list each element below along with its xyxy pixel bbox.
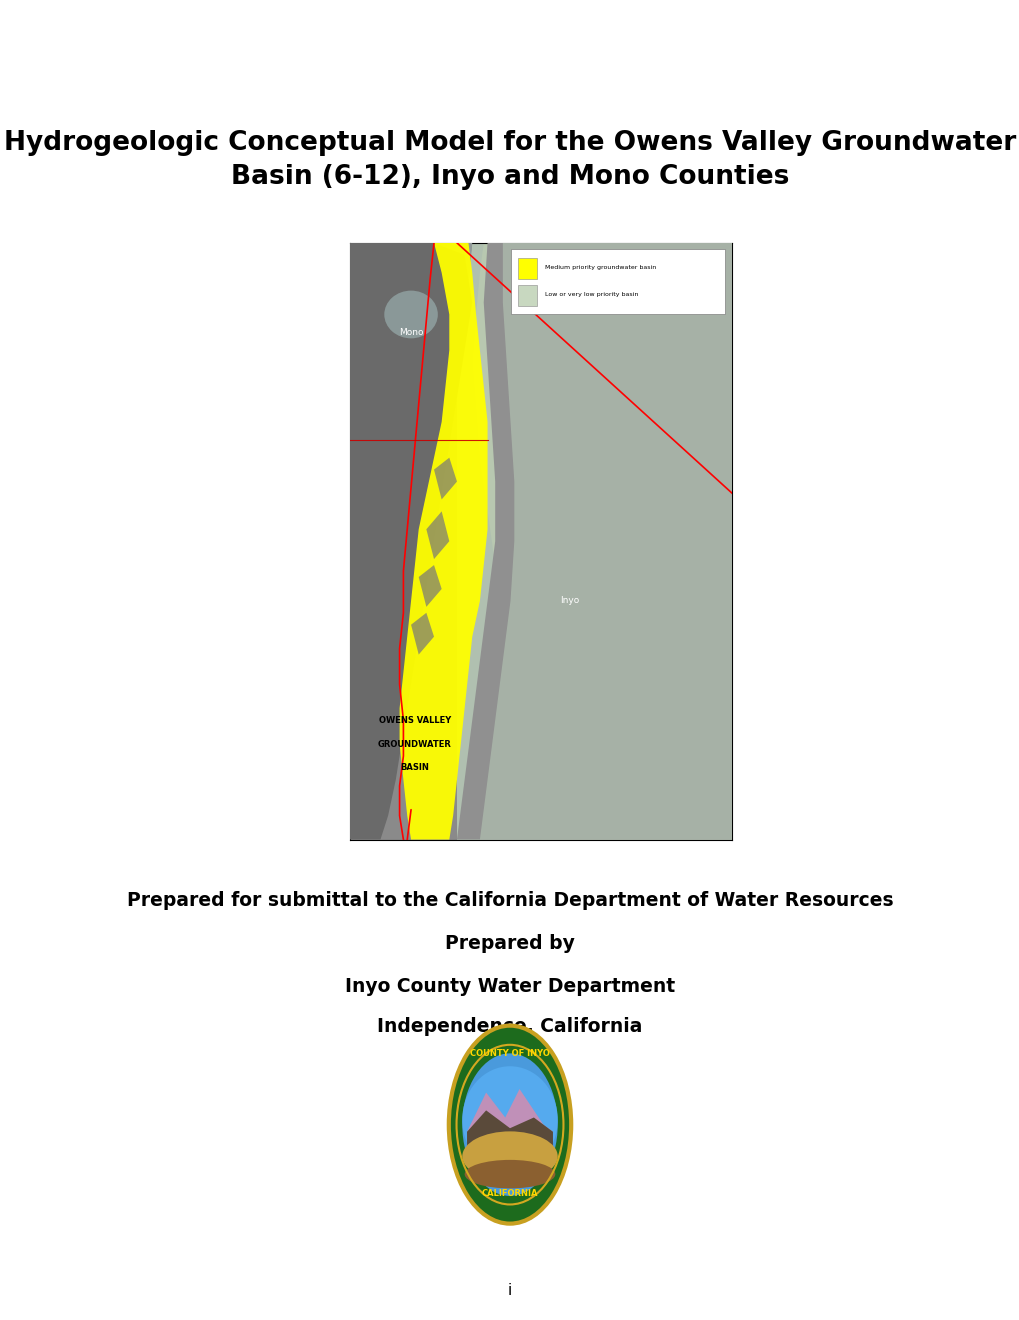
Ellipse shape [384,290,437,338]
Polygon shape [369,243,472,385]
Polygon shape [399,243,487,840]
Polygon shape [426,511,449,560]
Text: Basin (6-12), Inyo and Mono Counties: Basin (6-12), Inyo and Mono Counties [230,164,789,190]
Text: Inyo: Inyo [559,597,579,606]
Text: BASIN: BASIN [400,763,429,772]
Polygon shape [480,243,732,840]
Polygon shape [467,1089,552,1131]
Ellipse shape [448,1026,571,1224]
Text: COUNTY OF INYO: COUNTY OF INYO [470,1049,549,1057]
Ellipse shape [465,1160,554,1188]
Polygon shape [457,243,732,840]
Text: Hydrogeologic Conceptual Model for the Owens Valley Groundwater: Hydrogeologic Conceptual Model for the O… [4,129,1015,156]
Text: Mono: Mono [399,327,424,337]
Polygon shape [419,565,441,607]
Polygon shape [434,458,457,499]
Text: Low or very low priority basin: Low or very low priority basin [544,292,638,297]
Polygon shape [411,612,434,655]
Polygon shape [350,451,434,780]
Polygon shape [350,243,472,840]
Text: Inyo County Water Department: Inyo County Water Department [344,977,675,995]
Bar [518,285,537,305]
Text: Independence, California: Independence, California [377,1018,642,1036]
Text: CALIFORNIA: CALIFORNIA [481,1189,538,1199]
Ellipse shape [462,1053,557,1196]
Text: Prepared by: Prepared by [444,935,575,953]
Ellipse shape [462,1131,557,1181]
Text: i: i [507,1283,512,1299]
Polygon shape [457,243,732,840]
Bar [518,257,537,279]
FancyBboxPatch shape [511,249,723,314]
Text: OWENS VALLEY: OWENS VALLEY [378,715,450,725]
Polygon shape [350,243,472,840]
Polygon shape [472,243,732,840]
Text: Prepared for submittal to the California Department of Water Resources: Prepared for submittal to the California… [126,891,893,909]
Text: GROUNDWATER: GROUNDWATER [378,739,451,748]
Ellipse shape [462,1067,557,1173]
Text: Medium priority groundwater basin: Medium priority groundwater basin [544,265,655,271]
Polygon shape [350,243,732,840]
Polygon shape [467,1110,552,1160]
